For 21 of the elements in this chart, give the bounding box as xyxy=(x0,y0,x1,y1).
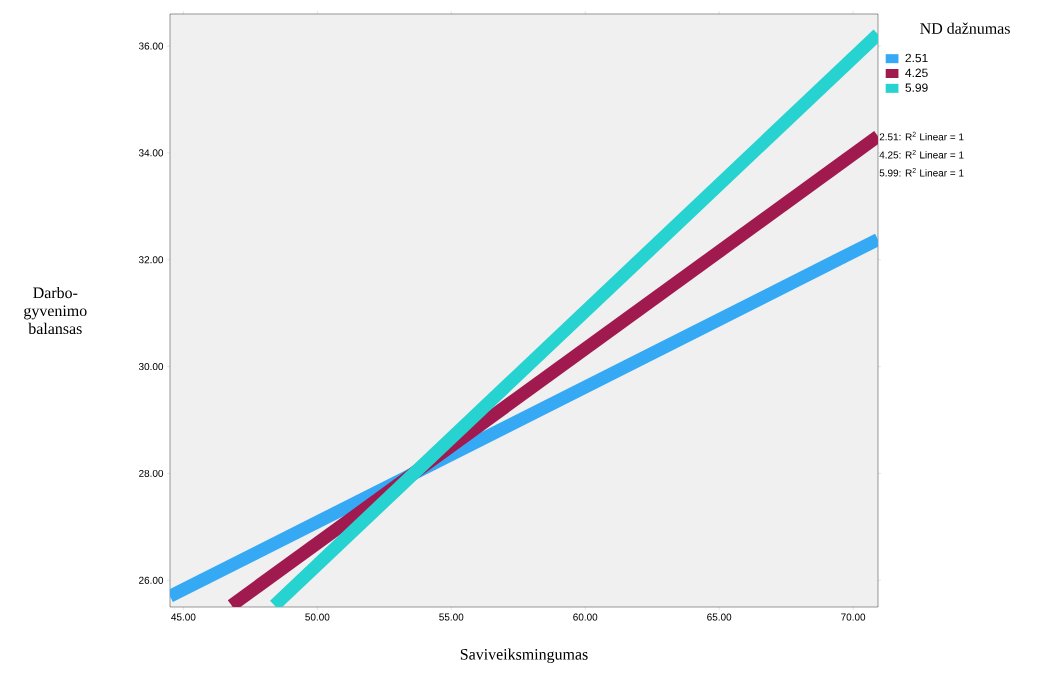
y-tick-label: 32.00 xyxy=(138,256,164,264)
y-tick-label: 26.00 xyxy=(139,576,164,584)
y-tick-label: 34.00 xyxy=(138,149,164,157)
y-tick-label: 28.00 xyxy=(139,469,164,477)
x-tick-label: 45.00 xyxy=(171,613,196,621)
x-axis-title: Saviveiksmingumas xyxy=(460,648,588,664)
y-tick-label: 36.00 xyxy=(138,42,164,50)
legend-label: 2.51 xyxy=(905,53,928,63)
text: 4.25: R$^{2}$ Linear = 1 xyxy=(879,149,964,159)
y-axis-title: Darbo-gyvenimo balansas xyxy=(24,286,87,335)
x-tick-label: 55.00 xyxy=(439,613,464,621)
legend-label: 4.25 xyxy=(905,68,928,78)
x-tick-label: 50.00 xyxy=(305,613,330,621)
legend-label: 5.99 xyxy=(905,83,928,92)
text: 5.99: R$^{2}$ Linear = 1 xyxy=(879,167,964,177)
text: 2.51: R$^{2}$ Linear = 1 xyxy=(879,131,964,141)
x-tick-label: 65.00 xyxy=(707,613,732,621)
legend-title: ND dažnumas xyxy=(920,22,1010,34)
x-tick-label: 70.00 xyxy=(841,613,866,621)
y-tick-label: 30.00 xyxy=(138,363,164,371)
x-tick-label: 60.00 xyxy=(573,613,598,621)
